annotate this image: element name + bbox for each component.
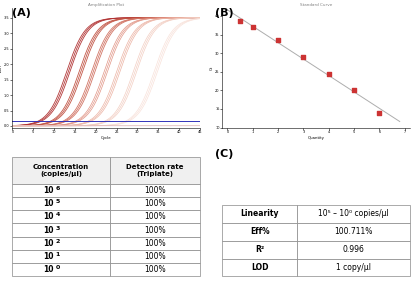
Text: 100%: 100% <box>144 212 165 221</box>
Bar <box>222 241 297 259</box>
Text: LOD: LOD <box>251 263 268 272</box>
Text: 10⁵ – 10⁰ copies/μl: 10⁵ – 10⁰ copies/μl <box>318 209 388 218</box>
Bar <box>297 259 409 276</box>
Bar <box>109 184 199 197</box>
Text: 1 copy/μl: 1 copy/μl <box>335 263 370 272</box>
Bar <box>12 263 109 276</box>
Bar <box>12 210 109 223</box>
Text: 2: 2 <box>55 239 59 244</box>
Bar <box>109 250 199 263</box>
Y-axis label: ΔRn: ΔRn <box>0 64 2 72</box>
Text: 10: 10 <box>43 186 53 195</box>
Bar <box>12 250 109 263</box>
Bar <box>109 223 199 237</box>
Text: 0: 0 <box>55 265 59 270</box>
Text: 100%: 100% <box>144 239 165 248</box>
Point <box>236 19 243 24</box>
Bar <box>109 157 199 184</box>
X-axis label: Quantity: Quantity <box>307 136 324 140</box>
Text: R²: R² <box>255 245 264 254</box>
Text: 6: 6 <box>55 186 59 191</box>
Text: 100.711%: 100.711% <box>334 227 372 236</box>
Point <box>350 88 356 92</box>
Text: Concentration
(copies/μl): Concentration (copies/μl) <box>33 164 89 177</box>
Bar <box>222 205 297 223</box>
Text: 10: 10 <box>43 239 53 248</box>
Bar <box>297 241 409 259</box>
Bar <box>12 197 109 210</box>
Text: 100%: 100% <box>144 252 165 261</box>
Text: 0.996: 0.996 <box>342 245 364 254</box>
Text: 1: 1 <box>55 252 59 257</box>
Point <box>325 71 331 76</box>
Point <box>274 38 281 42</box>
Text: (A): (A) <box>12 8 31 18</box>
Title: Amplification Plot: Amplification Plot <box>88 3 124 7</box>
Text: Linearity: Linearity <box>240 209 278 218</box>
Bar <box>297 205 409 223</box>
Bar <box>109 210 199 223</box>
Text: 3: 3 <box>55 226 59 231</box>
Text: Detection rate
(Triplate): Detection rate (Triplate) <box>126 164 183 177</box>
Text: (B): (B) <box>215 8 233 18</box>
X-axis label: Cycle: Cycle <box>101 136 111 140</box>
Bar <box>297 223 409 241</box>
Text: 10: 10 <box>43 265 53 274</box>
Text: 100%: 100% <box>144 265 165 274</box>
Bar <box>222 259 297 276</box>
Title: Standard Curve: Standard Curve <box>299 3 332 7</box>
Bar <box>12 237 109 250</box>
Text: 10: 10 <box>43 212 53 221</box>
Text: Eff%: Eff% <box>249 227 269 236</box>
Y-axis label: Ct: Ct <box>209 66 213 70</box>
Bar <box>222 223 297 241</box>
Text: 100%: 100% <box>144 199 165 208</box>
Point <box>375 110 382 115</box>
Bar <box>109 237 199 250</box>
Text: 10: 10 <box>43 199 53 208</box>
Text: 5: 5 <box>55 199 59 204</box>
Bar <box>109 197 199 210</box>
Text: (C): (C) <box>215 149 233 159</box>
Text: 10: 10 <box>43 226 53 235</box>
Bar <box>12 223 109 237</box>
Point <box>299 55 306 59</box>
Text: 4: 4 <box>55 212 59 217</box>
Point <box>249 25 256 29</box>
Bar <box>12 157 109 184</box>
Text: 100%: 100% <box>144 226 165 235</box>
Bar <box>12 184 109 197</box>
Bar <box>109 263 199 276</box>
Text: 100%: 100% <box>144 186 165 195</box>
Text: 10: 10 <box>43 252 53 261</box>
